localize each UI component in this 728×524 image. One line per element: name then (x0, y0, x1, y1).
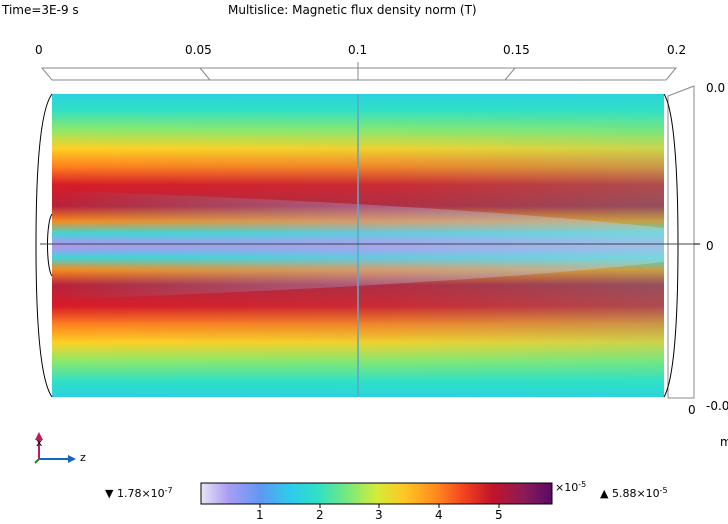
colorbar-min-label: ▼ 1.78×10-7 (105, 486, 173, 500)
colorbar-scale-label: ×10-5 (555, 480, 587, 494)
colorbar-ramp (200, 482, 553, 505)
right-frame (667, 85, 695, 399)
triad-y-axis (34, 458, 40, 464)
axis-unit-fragment: m (720, 435, 728, 449)
colorbar-max-label: ▲ 5.88×10-5 (600, 486, 668, 500)
cb-tick-3: 3 (375, 508, 383, 522)
plot-title: Multislice: Magnetic flux density norm (… (228, 3, 477, 17)
x-tick-mid: 0 (706, 239, 714, 253)
top-frame-tick-1 (199, 67, 211, 81)
cb-tick-5: 5 (495, 508, 503, 522)
z-tick-3: 0.15 (503, 43, 530, 57)
cb-tick-2: 2 (316, 508, 324, 522)
triad-z-arrow (68, 455, 76, 463)
cb-tick-4: 4 (435, 508, 443, 522)
top-frame (40, 67, 678, 81)
top-frame-tick-3 (504, 67, 516, 81)
multislice-plot[interactable] (0, 0, 728, 470)
z-tick-0: 0 (35, 43, 43, 57)
triad-z-label: z (80, 451, 86, 464)
z-tick-1: 0.05 (185, 43, 212, 57)
x-tick-bottom: -0.0 (706, 399, 728, 413)
triad-x-arrow (35, 432, 43, 440)
axis-triad (34, 432, 76, 464)
colorbar-graphic (200, 482, 553, 508)
z-tick-4: 0.2 (667, 43, 687, 57)
triad-x-label: x (36, 436, 43, 449)
z-tick-2: 0.1 (348, 43, 368, 57)
x-tick-top: 0.0 (706, 81, 726, 95)
inner-conductor-edge (47, 213, 53, 277)
cb-tick-1: 1 (256, 508, 264, 522)
colorbar: 1 2 3 4 5 ▼ 1.78×10-7 ×10-5 ▲ 5.88×10-5 (0, 476, 728, 524)
x-axis-corner-label: 0 (688, 403, 696, 417)
cylinder-right-edge (663, 93, 679, 398)
cylinder-left-edge (35, 93, 53, 398)
time-label: Time=3E-9 s (2, 3, 79, 17)
